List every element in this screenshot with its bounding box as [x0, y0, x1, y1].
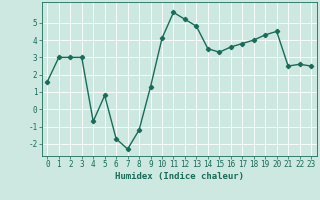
- X-axis label: Humidex (Indice chaleur): Humidex (Indice chaleur): [115, 172, 244, 181]
